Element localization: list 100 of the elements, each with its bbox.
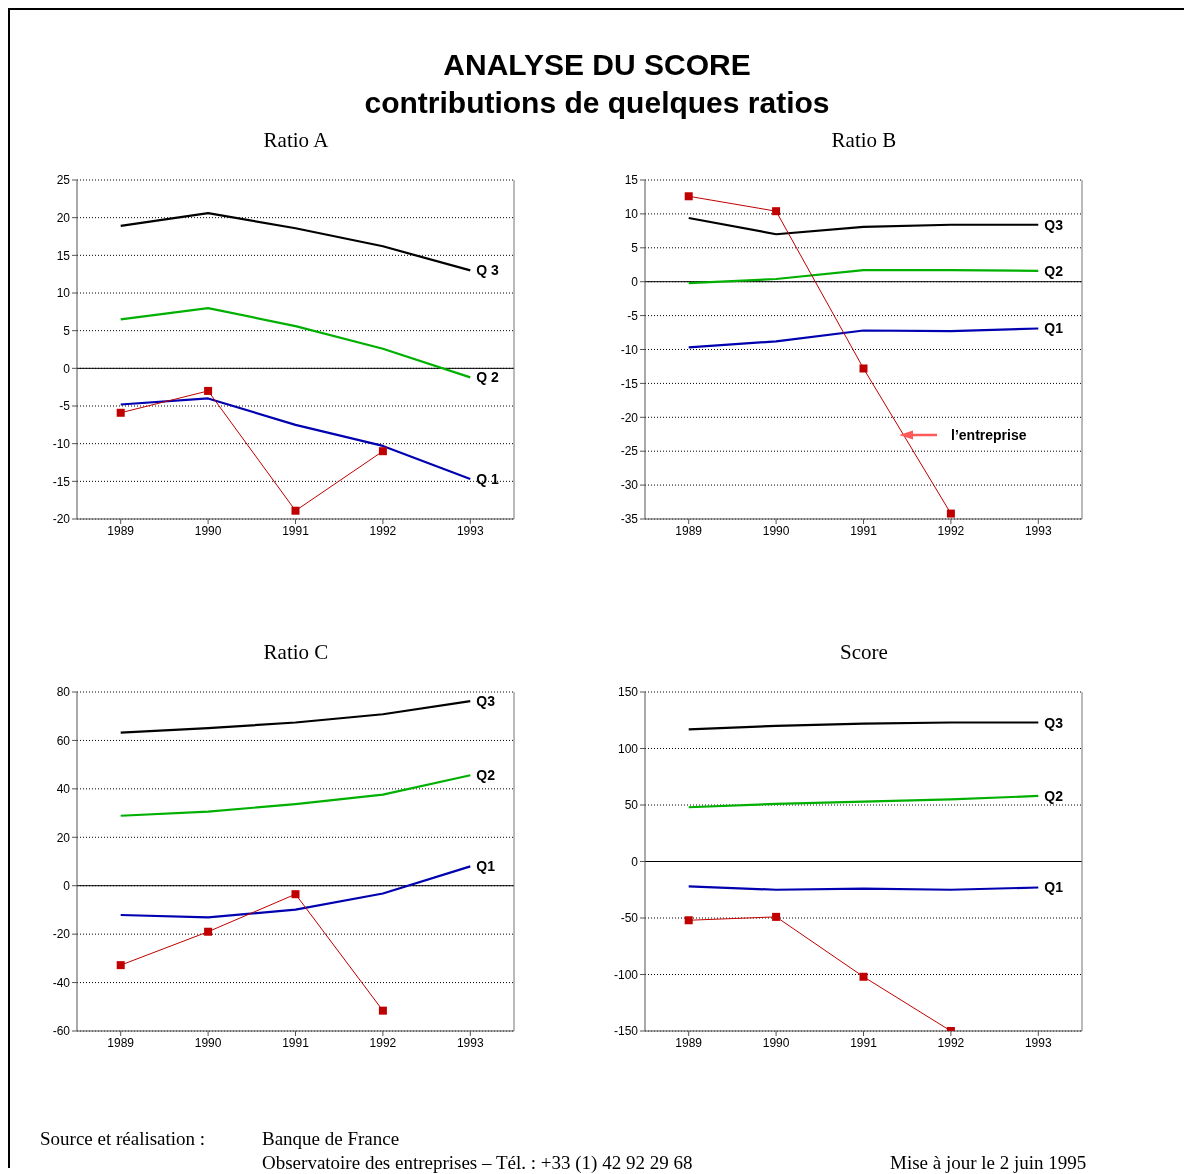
y-tick-label: 0: [63, 361, 71, 376]
y-tick-label: 25: [56, 173, 71, 188]
series-label: Q2: [476, 767, 496, 784]
y-tick-label: -25: [620, 444, 639, 459]
y-tick-label: -40: [52, 975, 71, 990]
line-series: [119, 397, 472, 481]
point: [684, 916, 693, 925]
chart-title: Ratio C: [262, 640, 330, 666]
y-tick-label: -10: [620, 342, 639, 357]
y-tick-label: -50: [620, 911, 639, 926]
text: Banque de France: [262, 1128, 400, 1150]
y-tick-label: -10: [52, 436, 71, 451]
x-tick-label: 1992: [369, 523, 397, 538]
x-tick-label: 1989: [107, 1035, 135, 1050]
point: [378, 447, 387, 456]
y-tick-label: 80: [56, 685, 71, 700]
source-note: Source et réalisation :: [40, 1128, 206, 1150]
point: [946, 509, 955, 518]
y-tick-label: -5: [627, 308, 639, 323]
series-label: Q3: [476, 693, 496, 710]
line-series: [687, 269, 1040, 285]
x-tick-label: 1989: [675, 523, 703, 538]
x-tick-label: 1991: [850, 523, 878, 538]
line-series: [119, 774, 472, 817]
y-tick-label: -5: [59, 399, 71, 414]
point: [684, 192, 693, 201]
series-label: Q 1: [476, 471, 500, 488]
x-tick-label: 1991: [850, 1035, 878, 1050]
line-series: [119, 865, 472, 919]
chart-title: Ratio B: [830, 128, 898, 154]
line-series: [687, 794, 1040, 809]
text: Mise à jour le 2 juin 1995: [890, 1152, 1087, 1174]
line-series: [687, 327, 1040, 349]
y-tick-label: -150: [613, 1024, 639, 1039]
x-tick-label: 1993: [1024, 1035, 1052, 1050]
y-tick-label: 10: [624, 207, 639, 222]
y-tick-label: -30: [620, 478, 639, 493]
text: Observatoire des entreprises – Tél. : +33 (1) 42 92 29 68: [262, 1152, 693, 1174]
y-tick-label: -35: [620, 512, 639, 527]
x-tick-label: 1992: [369, 1035, 397, 1050]
y-tick-label: 40: [56, 782, 71, 797]
chart-title: Score: [839, 640, 889, 666]
series-label: Q 3: [476, 262, 500, 279]
x-tick-label: 1992: [937, 523, 965, 538]
y-tick-label: 100: [617, 741, 639, 756]
text: ANALYSE DU SCORE: [442, 47, 752, 83]
x-tick-label: 1990: [194, 523, 222, 538]
x-tick-label: 1993: [456, 1035, 484, 1050]
series-label: Q1: [1044, 320, 1064, 337]
point: [116, 408, 125, 417]
point: [291, 890, 300, 899]
line-series: [119, 306, 472, 379]
point: [772, 912, 781, 921]
y-tick-label: 15: [56, 248, 71, 263]
series-label: Q3: [1044, 714, 1064, 731]
y-tick-label: -100: [613, 967, 639, 982]
y-tick-label: -20: [52, 512, 71, 527]
line-series: [119, 700, 472, 734]
text: l’entreprise: [951, 427, 1027, 444]
y-tick-label: 10: [56, 286, 71, 301]
point: [204, 927, 213, 936]
y-tick-label: 50: [624, 798, 639, 813]
x-tick-label: 1990: [762, 1035, 790, 1050]
series-label: Q2: [1044, 787, 1064, 804]
x-tick-label: 1991: [282, 523, 310, 538]
y-tick-label: 60: [56, 733, 71, 748]
point: [291, 506, 300, 515]
line-series: [687, 216, 1040, 236]
y-tick-label: 20: [56, 830, 71, 845]
y-tick-label: -60: [52, 1024, 71, 1039]
line-series: [687, 721, 1040, 731]
series-label: Q2: [1044, 262, 1064, 279]
y-tick-label: 20: [56, 210, 71, 225]
y-tick-label: -15: [620, 376, 639, 391]
chart-title: Ratio A: [262, 128, 330, 154]
x-tick-label: 1991: [282, 1035, 310, 1050]
x-tick-label: 1993: [1024, 523, 1052, 538]
x-tick-label: 1993: [456, 523, 484, 538]
x-tick-label: 1989: [107, 523, 135, 538]
x-tick-label: 1990: [194, 1035, 222, 1050]
y-tick-label: -20: [620, 410, 639, 425]
point: [116, 961, 125, 970]
y-tick-label: 0: [63, 878, 71, 893]
y-tick-label: 5: [63, 323, 71, 338]
point: [378, 1006, 387, 1015]
text: contributions de quelques ratios: [363, 85, 831, 121]
y-tick-label: 15: [624, 173, 639, 188]
point: [859, 972, 868, 981]
series-label: Q3: [1044, 216, 1064, 233]
point: [859, 364, 868, 373]
series-label: Q 2: [476, 369, 500, 386]
point: [204, 386, 213, 395]
y-tick-label: 150: [617, 685, 639, 700]
y-tick-label: 5: [631, 241, 639, 256]
series-label: Q1: [476, 858, 496, 875]
x-tick-label: 1992: [937, 1035, 965, 1050]
x-tick-label: 1990: [762, 523, 790, 538]
y-tick-label: 0: [631, 854, 639, 869]
point: [772, 207, 781, 216]
y-tick-label: -20: [52, 927, 71, 942]
